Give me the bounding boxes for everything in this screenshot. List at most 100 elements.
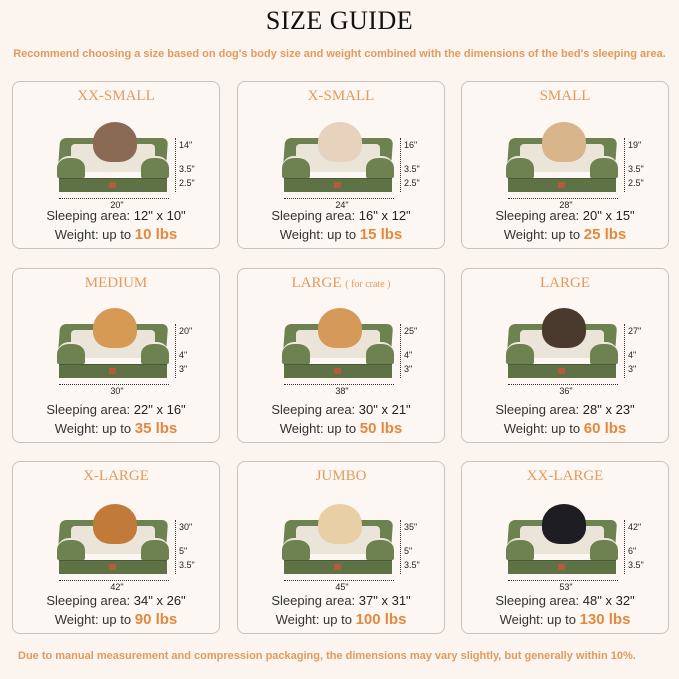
brand-tag xyxy=(334,564,341,570)
sleeping-area: Sleeping area: 22" x 16" xyxy=(13,402,219,417)
size-name: LARGE ( for crate ) xyxy=(238,275,444,292)
size-name: LARGE xyxy=(462,275,668,292)
weight-limit: Weight: up to 60 lbs xyxy=(462,420,668,437)
size-name: SMALL xyxy=(462,88,668,105)
sleeping-area-label: Sleeping area: xyxy=(46,402,131,417)
brand-tag xyxy=(334,368,341,374)
sleeping-area-value: 16" x 12" xyxy=(358,208,411,223)
weight-limit: Weight: up to 90 lbs xyxy=(13,611,219,628)
sleeping-area: Sleeping area: 20" x 15" xyxy=(462,208,668,223)
height-dimension: 35" xyxy=(404,522,418,532)
width-dimension: 30" xyxy=(110,386,124,396)
width-dimension: 53" xyxy=(559,582,573,592)
size-card: SMALL 19" 3.5" 2.5" 28" Sleeping area: 2… xyxy=(461,81,669,249)
weight-value: 100 lbs xyxy=(355,611,407,628)
cushion-dimension: 4" xyxy=(628,350,637,360)
subtitle: Recommend choosing a size based on dog's… xyxy=(13,48,666,60)
height-dimension: 30" xyxy=(179,522,193,532)
height-dimension: 20" xyxy=(179,326,193,336)
sleeping-area: Sleeping area: 30" x 21" xyxy=(238,402,444,417)
brand-tag xyxy=(109,368,116,374)
sleeping-area: Sleeping area: 37" x 31" xyxy=(238,593,444,608)
height-dimension: 16" xyxy=(404,140,418,150)
height-dimension: 25" xyxy=(404,326,418,336)
weight-value: 50 lbs xyxy=(359,420,403,437)
size-card: XX-LARGE 42" 6" 3.5" 53" Sleeping area: … xyxy=(461,461,669,634)
sleeping-area-value: 48" x 32" xyxy=(582,593,635,608)
weight-label: Weight: up to xyxy=(275,612,352,627)
size-card: XX-SMALL 14" 3.5" 2.5" 20" Sleeping area… xyxy=(12,81,220,249)
weight-label: Weight: up to xyxy=(503,227,581,242)
dog-image xyxy=(318,122,362,162)
size-name: X-SMALL xyxy=(238,88,444,105)
base-dimension: 2.5" xyxy=(628,178,644,188)
height-dim-line xyxy=(400,324,401,378)
size-label: XX-SMALL xyxy=(77,88,155,104)
height-dim-line xyxy=(175,324,176,378)
height-dim-line xyxy=(400,520,401,574)
dog-image xyxy=(93,308,137,348)
brand-tag xyxy=(558,564,565,570)
weight-label: Weight: up to xyxy=(503,421,581,436)
weight-value: 60 lbs xyxy=(583,420,627,437)
weight-value: 90 lbs xyxy=(134,611,178,628)
dog-image xyxy=(542,122,586,162)
weight-label: Weight: up to xyxy=(54,421,132,436)
size-label: JUMBO xyxy=(315,468,367,484)
size-label: LARGE xyxy=(291,275,342,291)
sleeping-area-label: Sleeping area: xyxy=(495,402,580,417)
width-dimension: 20" xyxy=(110,200,124,210)
sleeping-area-value: 12" x 10" xyxy=(133,208,186,223)
weight-value: 130 lbs xyxy=(579,611,631,628)
base-dimension: 3" xyxy=(628,364,637,374)
base-dimension: 2.5" xyxy=(404,178,420,188)
weight-label: Weight: up to xyxy=(279,227,357,242)
size-note: ( for crate ) xyxy=(345,279,391,290)
weight-limit: Weight: up to 25 lbs xyxy=(462,226,668,243)
base-dimension: 3.5" xyxy=(179,560,195,570)
sleeping-area-label: Sleeping area: xyxy=(271,402,356,417)
dog-image xyxy=(542,504,586,544)
cushion-dimension: 4" xyxy=(179,350,188,360)
height-dim-line xyxy=(400,138,401,192)
weight-limit: Weight: up to 35 lbs xyxy=(13,420,219,437)
base-dimension: 3.5" xyxy=(404,560,420,570)
cat-image xyxy=(93,122,137,162)
sleeping-area-label: Sleeping area: xyxy=(46,208,131,223)
sleeping-area-value: 28" x 23" xyxy=(582,402,635,417)
height-dim-line xyxy=(175,520,176,574)
size-card: JUMBO 35" 5" 3.5" 45" Sleeping area: 37"… xyxy=(237,461,445,634)
brand-tag xyxy=(109,564,116,570)
size-label: X-LARGE xyxy=(83,468,149,484)
weight-value: 25 lbs xyxy=(583,226,627,243)
sleeping-area: Sleeping area: 34" x 26" xyxy=(13,593,219,608)
weight-label: Weight: up to xyxy=(499,612,576,627)
base-dimension: 2.5" xyxy=(179,178,195,188)
size-label: LARGE xyxy=(540,275,590,291)
cushion-dimension: 5" xyxy=(404,546,413,556)
cushion-dimension: 3.5" xyxy=(404,164,420,174)
width-dimension: 42" xyxy=(110,582,124,592)
width-dimension: 24" xyxy=(335,200,349,210)
weight-value: 35 lbs xyxy=(134,420,178,437)
sleeping-area-label: Sleeping area: xyxy=(271,593,356,608)
brand-tag xyxy=(558,368,565,374)
size-card: LARGE 27" 4" 3" 36" Sleeping area: 28" x… xyxy=(461,268,669,443)
size-name: JUMBO xyxy=(238,468,444,485)
weight-label: Weight: up to xyxy=(279,421,357,436)
width-dim-line xyxy=(508,384,618,385)
height-dimension: 27" xyxy=(628,326,642,336)
width-dim-line xyxy=(508,198,618,199)
dog-image xyxy=(318,504,362,544)
cushion-dimension: 3.5" xyxy=(179,164,195,174)
brand-tag xyxy=(109,182,116,188)
width-dim-line xyxy=(284,580,394,581)
sleeping-area-value: 34" x 26" xyxy=(133,593,186,608)
width-dimension: 38" xyxy=(335,386,349,396)
width-dimension: 45" xyxy=(335,582,349,592)
size-card: X-LARGE 30" 5" 3.5" 42" Sleeping area: 3… xyxy=(12,461,220,634)
sleeping-area-label: Sleeping area: xyxy=(271,208,356,223)
size-label: X-SMALL xyxy=(307,88,375,104)
height-dimension: 19" xyxy=(628,140,642,150)
sleeping-area: Sleeping area: 28" x 23" xyxy=(462,402,668,417)
